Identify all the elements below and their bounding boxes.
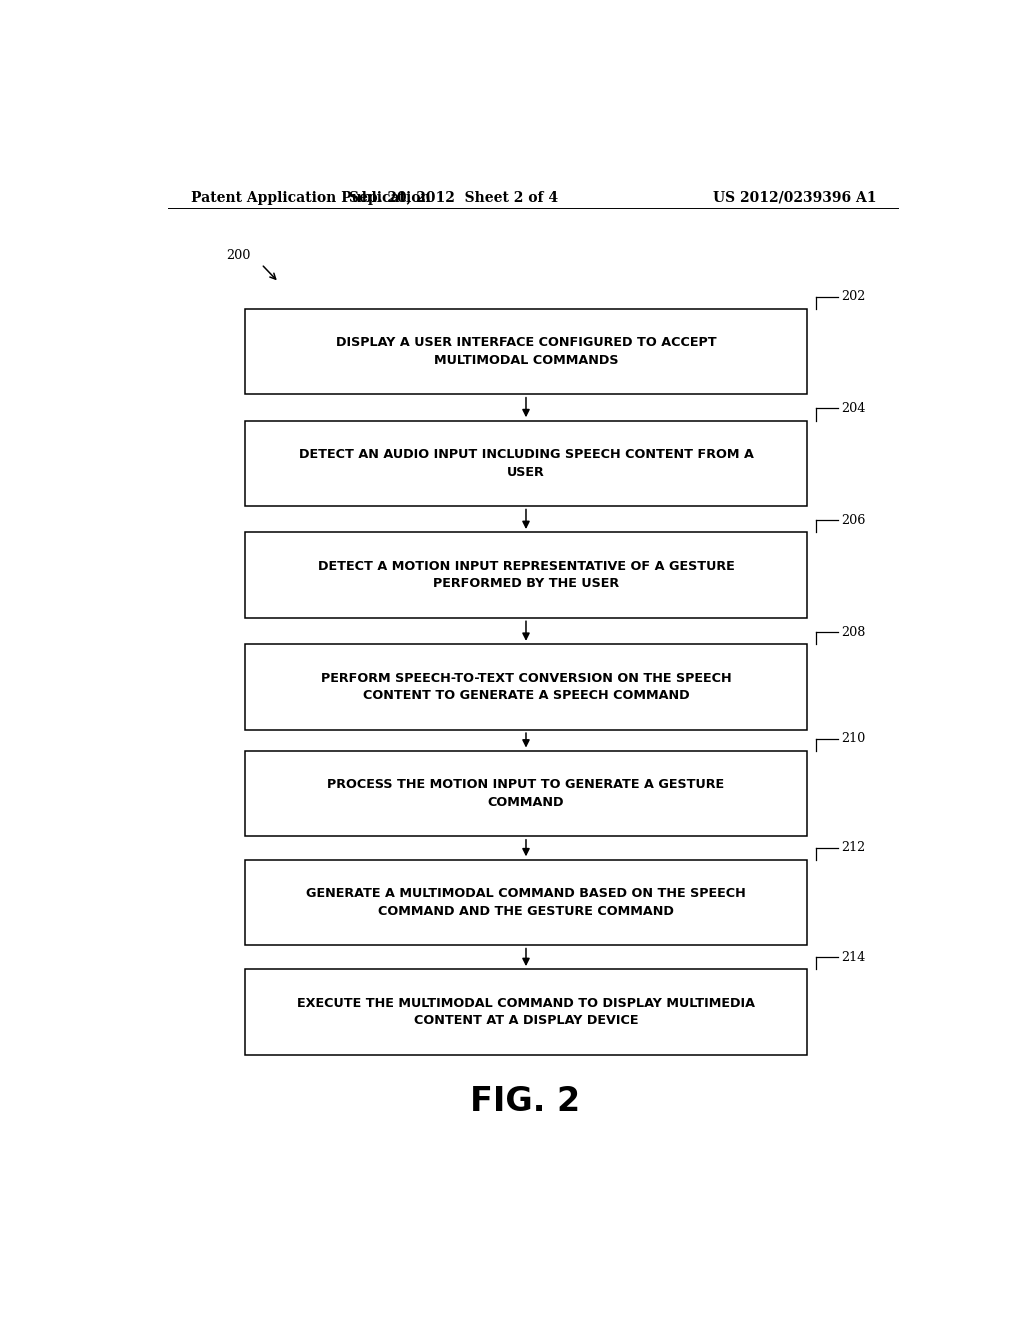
- Text: 200: 200: [226, 249, 251, 263]
- FancyBboxPatch shape: [246, 309, 807, 395]
- FancyBboxPatch shape: [246, 644, 807, 730]
- Text: US 2012/0239396 A1: US 2012/0239396 A1: [713, 190, 877, 205]
- Text: 212: 212: [842, 841, 865, 854]
- FancyBboxPatch shape: [246, 421, 807, 506]
- Text: PERFORM SPEECH-TO-TEXT CONVERSION ON THE SPEECH
CONTENT TO GENERATE A SPEECH COM: PERFORM SPEECH-TO-TEXT CONVERSION ON THE…: [321, 672, 731, 702]
- Text: 202: 202: [842, 290, 866, 304]
- FancyBboxPatch shape: [246, 859, 807, 945]
- Text: 206: 206: [842, 513, 866, 527]
- Text: GENERATE A MULTIMODAL COMMAND BASED ON THE SPEECH
COMMAND AND THE GESTURE COMMAN: GENERATE A MULTIMODAL COMMAND BASED ON T…: [306, 887, 745, 917]
- FancyBboxPatch shape: [246, 969, 807, 1055]
- FancyBboxPatch shape: [246, 532, 807, 618]
- Text: FIG. 2: FIG. 2: [470, 1085, 580, 1118]
- Text: DETECT AN AUDIO INPUT INCLUDING SPEECH CONTENT FROM A
USER: DETECT AN AUDIO INPUT INCLUDING SPEECH C…: [299, 447, 754, 479]
- Text: PROCESS THE MOTION INPUT TO GENERATE A GESTURE
COMMAND: PROCESS THE MOTION INPUT TO GENERATE A G…: [328, 779, 725, 809]
- Text: 214: 214: [842, 950, 865, 964]
- Text: DISPLAY A USER INTERFACE CONFIGURED TO ACCEPT
MULTIMODAL COMMANDS: DISPLAY A USER INTERFACE CONFIGURED TO A…: [336, 337, 717, 367]
- FancyBboxPatch shape: [246, 751, 807, 837]
- Text: Patent Application Publication: Patent Application Publication: [191, 190, 431, 205]
- Text: EXECUTE THE MULTIMODAL COMMAND TO DISPLAY MULTIMEDIA
CONTENT AT A DISPLAY DEVICE: EXECUTE THE MULTIMODAL COMMAND TO DISPLA…: [297, 997, 755, 1027]
- Text: 210: 210: [842, 733, 865, 746]
- Text: 208: 208: [842, 626, 866, 639]
- Text: DETECT A MOTION INPUT REPRESENTATIVE OF A GESTURE
PERFORMED BY THE USER: DETECT A MOTION INPUT REPRESENTATIVE OF …: [317, 560, 734, 590]
- Text: 204: 204: [842, 401, 866, 414]
- Text: Sep. 20, 2012  Sheet 2 of 4: Sep. 20, 2012 Sheet 2 of 4: [349, 190, 558, 205]
